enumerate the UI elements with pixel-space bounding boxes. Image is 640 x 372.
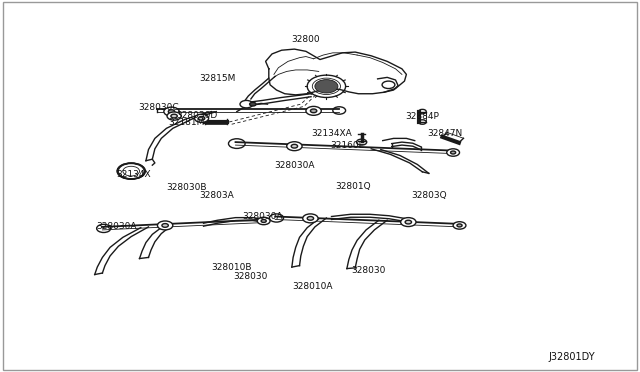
Text: 32803Q: 32803Q [411,191,447,200]
Text: 32847N: 32847N [427,129,463,138]
Circle shape [162,224,168,227]
Text: 32800: 32800 [292,35,320,44]
Circle shape [261,219,266,222]
Circle shape [303,214,318,223]
Text: J32801DY: J32801DY [548,352,595,362]
Circle shape [307,217,314,220]
Circle shape [157,221,173,230]
Text: 32801Q: 32801Q [335,182,371,190]
Text: 32815M: 32815M [200,74,236,83]
Text: 32160E: 32160E [330,141,365,150]
Circle shape [250,102,256,106]
Text: 328030A: 328030A [242,212,283,221]
Circle shape [306,106,321,115]
Circle shape [167,112,181,120]
Circle shape [198,116,205,120]
Text: 32884P: 32884P [406,112,439,121]
Circle shape [453,222,466,229]
Circle shape [257,217,270,225]
Text: 328030D: 328030D [177,111,218,120]
Circle shape [291,144,298,148]
Circle shape [171,114,177,118]
Text: 32134XA: 32134XA [311,129,352,138]
Text: 32803A: 32803A [199,191,234,200]
Circle shape [310,109,317,113]
Circle shape [164,107,179,116]
Text: 32181M: 32181M [169,118,205,127]
Text: 328030C: 328030C [138,103,179,112]
Text: 328030A: 328030A [96,222,137,231]
Text: 328030: 328030 [351,266,386,275]
Circle shape [287,142,302,151]
Text: 328030B: 328030B [166,183,207,192]
Text: 328010A: 328010A [292,282,333,291]
Circle shape [401,218,416,227]
Circle shape [315,80,338,93]
Circle shape [168,110,175,113]
Circle shape [405,220,412,224]
Circle shape [451,151,456,154]
Circle shape [195,114,209,122]
Text: 328030: 328030 [234,272,268,281]
Circle shape [457,224,462,227]
Circle shape [447,149,460,156]
Text: 328030A: 328030A [274,161,315,170]
Circle shape [240,100,253,108]
Text: 328010B: 328010B [211,263,252,272]
Text: 32134X: 32134X [116,170,150,179]
